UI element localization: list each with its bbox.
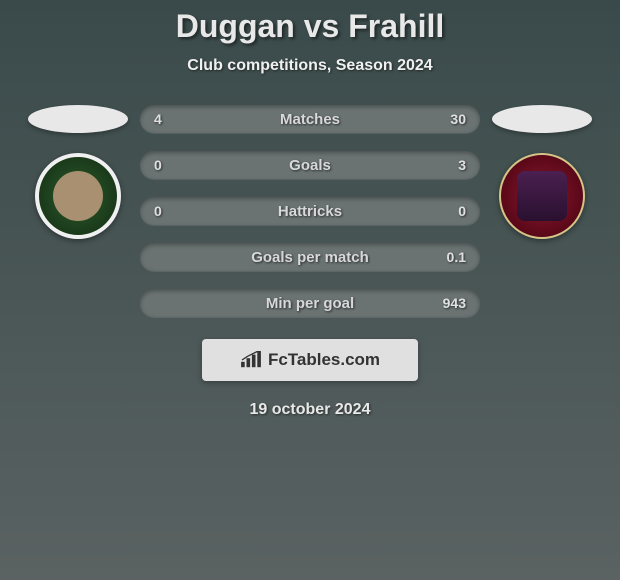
right-club-badge-inner xyxy=(517,171,567,221)
stats-list: 4 Matches 30 0 Goals 3 0 Hattricks 0 Goa… xyxy=(140,105,480,317)
stat-label: Matches xyxy=(140,111,480,128)
bar-chart-icon xyxy=(240,351,262,369)
stat-right-value: 0.1 xyxy=(447,249,466,265)
stat-row-min-per-goal: Min per goal 943 xyxy=(140,289,480,317)
right-club-badge xyxy=(499,153,585,239)
stat-right-value: 30 xyxy=(450,111,466,127)
stat-label: Min per goal xyxy=(140,295,480,312)
source-logo-box: FcTables.com xyxy=(202,339,418,381)
left-club-badge-inner xyxy=(53,171,103,221)
comparison-body: 4 Matches 30 0 Goals 3 0 Hattricks 0 Goa… xyxy=(0,105,620,317)
left-side xyxy=(28,105,128,239)
stat-row-goals-per-match: Goals per match 0.1 xyxy=(140,243,480,271)
stat-row-matches: 4 Matches 30 xyxy=(140,105,480,133)
stat-right-value: 943 xyxy=(443,295,466,311)
stat-row-hattricks: 0 Hattricks 0 xyxy=(140,197,480,225)
stat-right-value: 0 xyxy=(458,203,466,219)
subtitle: Club competitions, Season 2024 xyxy=(0,57,620,75)
stat-label: Goals xyxy=(140,157,480,174)
left-club-badge xyxy=(35,153,121,239)
left-player-ellipse xyxy=(28,105,128,133)
page-title: Duggan vs Frahill xyxy=(0,8,620,45)
stat-right-value: 3 xyxy=(458,157,466,173)
comparison-card: Duggan vs Frahill Club competitions, Sea… xyxy=(0,0,620,419)
source-logo-text: FcTables.com xyxy=(268,350,380,370)
right-player-ellipse xyxy=(492,105,592,133)
stat-row-goals: 0 Goals 3 xyxy=(140,151,480,179)
stat-label: Hattricks xyxy=(140,203,480,220)
stat-label: Goals per match xyxy=(140,249,480,266)
right-side xyxy=(492,105,592,239)
date-label: 19 october 2024 xyxy=(0,401,620,419)
